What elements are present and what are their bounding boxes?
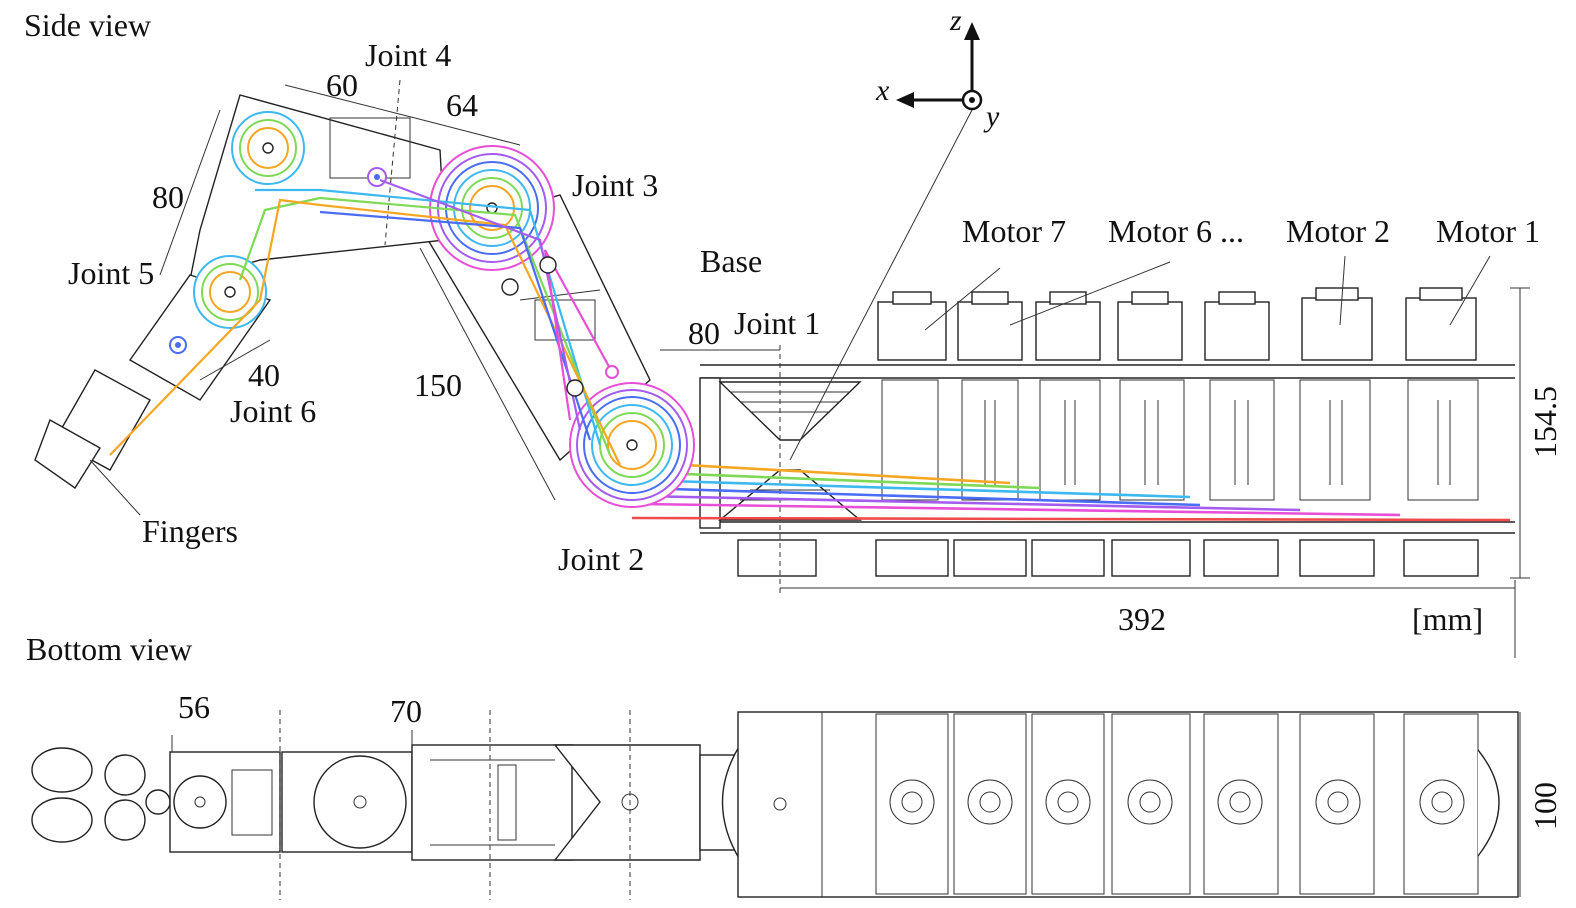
joint5-label: Joint 5 [68, 255, 154, 291]
joint2-pulley [569, 382, 695, 508]
fingers-label: Fingers [142, 513, 238, 549]
motor-row [877, 287, 1477, 361]
base-label: Base [700, 243, 762, 279]
joint6-pulley [169, 336, 187, 354]
spool-row [881, 379, 1479, 501]
axis-z-label: z [949, 4, 962, 37]
joint2-label: Joint 2 [558, 541, 644, 577]
motor1-label: Motor 1 [1436, 213, 1540, 249]
dim-40: 40 [248, 357, 280, 393]
motor2-label: Motor 2 [1286, 213, 1390, 249]
axis-indicator [789, 22, 983, 461]
joint4-label: Joint 4 [365, 37, 451, 73]
joint6-label: Joint 6 [230, 393, 316, 429]
dim-392: 392 [1118, 601, 1166, 637]
arm-wires [109, 178, 621, 466]
dim-154-5: 154.5 [1527, 386, 1563, 458]
joint3-pulley [429, 145, 555, 271]
dim-100: 100 [1527, 782, 1563, 830]
base-feet [737, 539, 1479, 577]
dim-70: 70 [390, 693, 422, 729]
link-upper-arm [189, 94, 446, 281]
dim-64: 64 [446, 87, 478, 123]
unit-label: [mm] [1412, 601, 1483, 637]
dim-60: 60 [326, 67, 358, 103]
joint3-label: Joint 3 [572, 167, 658, 203]
bolts [501, 256, 619, 397]
joint4-upper-pulley [231, 111, 305, 185]
axis-y-label: y [983, 100, 1000, 133]
bottom-view-drawing [31, 710, 1521, 900]
dim-80-base: 80 [688, 315, 720, 351]
motor7-label: Motor 7 [962, 213, 1066, 249]
axis-x-label: x [875, 74, 890, 107]
side-view-title: Side view [24, 7, 151, 43]
motor6-label: Motor 6 ... [1108, 213, 1244, 249]
dim-150: 150 [414, 367, 462, 403]
labels: Side view Bottom view z x y Joint 4 Join… [24, 4, 1563, 830]
bottom-view-title: Bottom view [26, 631, 192, 667]
joint1-label: Joint 1 [734, 305, 820, 341]
dim-56: 56 [178, 689, 210, 725]
dim-80-arm: 80 [152, 179, 184, 215]
dimension-lines [89, 84, 1530, 658]
wires [631, 460, 1511, 522]
joint5-pulley [193, 255, 267, 329]
